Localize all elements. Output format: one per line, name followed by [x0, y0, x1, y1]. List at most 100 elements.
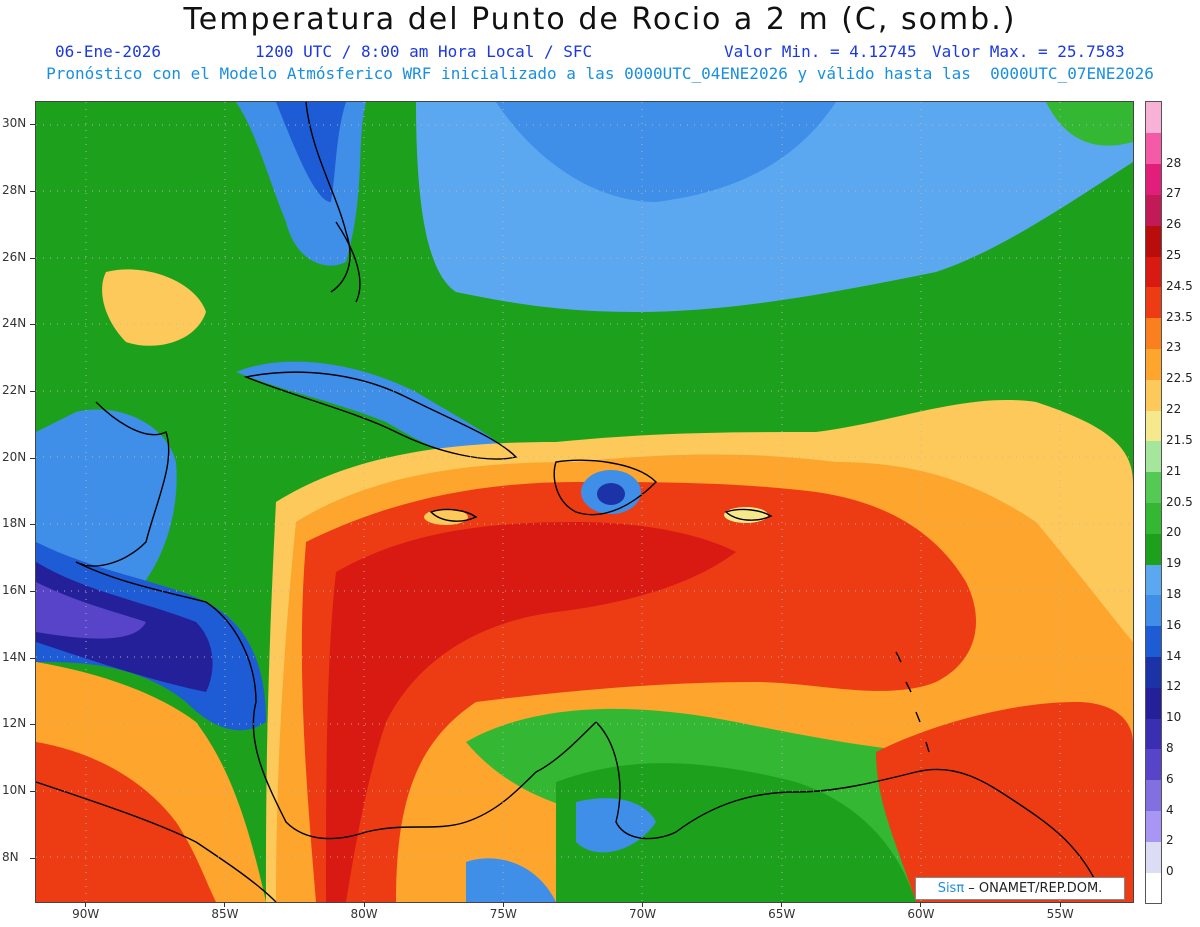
lat-label-22n: 22N [2, 383, 27, 397]
lon-label-90w: 90W [72, 907, 100, 921]
legend-swatch [1146, 533, 1161, 565]
lon-tick [224, 902, 226, 907]
map-field [36, 102, 1133, 902]
legend-swatch [1146, 163, 1161, 195]
legend-swatch [1146, 841, 1161, 873]
legend-label: 22 [1166, 402, 1182, 417]
legend-label: 21 [1166, 463, 1182, 478]
lat-label-18n: 18N [2, 516, 27, 531]
legend-label: 25 [1166, 248, 1182, 263]
legend-swatch [1146, 687, 1161, 719]
legend-swatch [1146, 440, 1161, 473]
forecast-date: 06-Ene-2026 [55, 42, 161, 61]
legend-label: 18 [1166, 586, 1182, 601]
legend-label: 26 [1166, 217, 1182, 232]
legend-swatch [1146, 656, 1161, 688]
lat-label-10n: 10N [2, 783, 27, 797]
lat-label-30n: 30N [2, 116, 27, 131]
lat-tick [30, 657, 35, 659]
lat-label-20n: 20N [2, 449, 27, 464]
lat-label-28n: 28N [2, 183, 27, 197]
legend-swatch [1146, 379, 1161, 411]
legend-label: 24.5 [1166, 278, 1193, 293]
legend-label: 23 [1166, 340, 1182, 355]
legend-swatch [1146, 256, 1161, 288]
lon-label-65w: 65W [768, 907, 796, 921]
legend-swatch [1146, 748, 1161, 781]
legend-swatch [1146, 471, 1161, 503]
lat-label-12n: 12N [2, 716, 27, 731]
lat-tick [30, 524, 35, 526]
legend-swatch [1146, 564, 1161, 596]
legend-swatch [1146, 810, 1161, 842]
legend-label: 2 [1166, 833, 1174, 848]
model-info: Pronóstico con el Modelo Atmósferico WRF… [46, 64, 1154, 83]
legend-swatch [1146, 225, 1161, 257]
legend-label: 22.5 [1166, 371, 1193, 386]
legend-swatch [1146, 317, 1161, 349]
legend-swatch [1146, 102, 1161, 134]
legend-swatch [1146, 410, 1161, 442]
lon-label-75w: 75W [489, 907, 517, 921]
dewpoint-map [35, 101, 1134, 903]
lat-label-14n: 14N [2, 649, 27, 664]
legend-label: 14 [1166, 648, 1182, 663]
legend-swatch [1146, 502, 1161, 534]
lat-tick [30, 591, 35, 592]
lat-tick [30, 324, 35, 326]
lat-tick [30, 124, 35, 126]
legend-label: 6 [1166, 771, 1174, 786]
lon-tick [363, 902, 365, 907]
lat-tick [30, 724, 35, 726]
lat-tick [30, 257, 35, 259]
lon-tick [1059, 902, 1061, 907]
lat-tick [30, 791, 35, 792]
lon-tick [781, 902, 783, 907]
lon-tick [502, 902, 504, 907]
legend-swatch [1146, 718, 1161, 750]
legend-label: 19 [1166, 556, 1182, 571]
lat-tick [30, 457, 35, 459]
color-legend [1145, 101, 1162, 904]
legend-label: 8 [1166, 740, 1174, 755]
watermark-brand: Sisπ [937, 881, 965, 896]
legend-swatch [1146, 194, 1161, 226]
header-line-1: 06-Ene-2026 1200 UTC / 8:00 am Hora Loca… [0, 42, 1200, 142]
legend-swatch [1146, 872, 1161, 904]
legend-swatch [1146, 779, 1161, 812]
legend-label: 4 [1166, 802, 1174, 817]
lat-tick [30, 857, 35, 859]
legend-label: 20.5 [1166, 494, 1193, 509]
lat-label-16n: 16N [2, 583, 27, 597]
lon-label-80w: 80W [350, 907, 378, 921]
legend-swatch [1146, 348, 1161, 380]
lat-tick [30, 191, 35, 192]
watermark: Sisπ – ONAMET/REP.DOM. [915, 877, 1125, 900]
lon-label-85w: 85W [211, 907, 239, 921]
legend-swatch [1146, 286, 1161, 319]
legend-swatch [1146, 132, 1161, 165]
map-title: Temperatura del Punto de Rocio a 2 m (C,… [183, 2, 1017, 37]
legend-label: 20 [1166, 525, 1182, 540]
lat-label-26n: 26N [2, 249, 27, 264]
lon-label-70w: 70W [628, 907, 657, 921]
legend-label: 23.5 [1166, 309, 1193, 324]
legend-label: 16 [1166, 617, 1182, 632]
lat-tick [30, 391, 35, 392]
lon-tick [920, 902, 922, 907]
min-value: Valor Min. = 4.12745 [724, 42, 917, 61]
forecast-time: 1200 UTC / 8:00 am Hora Local / SFC [255, 42, 593, 61]
legend-label: 12 [1166, 679, 1182, 694]
max-value: Valor Max. = 25.7583 [932, 42, 1125, 61]
legend-swatch [1146, 625, 1161, 658]
lon-tick [641, 902, 643, 907]
legend-label: 21.5 [1166, 432, 1193, 447]
watermark-text: – ONAMET/REP.DOM. [964, 881, 1103, 896]
lon-tick [85, 902, 87, 907]
lon-label-60w: 60W [907, 907, 935, 921]
legend-label: 10 [1166, 710, 1182, 725]
lat-label-8n: 8N [2, 849, 19, 864]
legend-swatch [1146, 594, 1161, 627]
lon-label-55w: 55W [1046, 907, 1074, 921]
legend-label: 0 [1166, 864, 1174, 879]
